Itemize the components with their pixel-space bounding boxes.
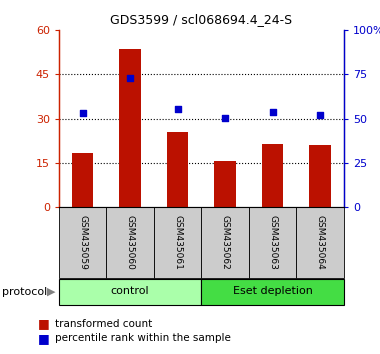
Text: transformed count: transformed count bbox=[55, 319, 152, 329]
Point bbox=[127, 75, 133, 81]
Bar bbox=[154, 207, 201, 278]
Bar bbox=[201, 207, 249, 278]
Text: Eset depletion: Eset depletion bbox=[233, 286, 313, 297]
Bar bbox=[59, 207, 106, 278]
Title: GDS3599 / scl068694.4_24-S: GDS3599 / scl068694.4_24-S bbox=[110, 13, 293, 26]
Bar bbox=[262, 144, 283, 207]
Text: control: control bbox=[111, 286, 149, 297]
Point bbox=[80, 110, 86, 116]
Bar bbox=[201, 279, 344, 305]
Text: percentile rank within the sample: percentile rank within the sample bbox=[55, 333, 231, 343]
Text: ■: ■ bbox=[38, 318, 50, 330]
Point bbox=[222, 115, 228, 120]
Bar bbox=[249, 207, 296, 278]
Bar bbox=[72, 153, 93, 207]
Text: protocol: protocol bbox=[2, 287, 47, 297]
Text: GSM435059: GSM435059 bbox=[78, 215, 87, 270]
Text: GSM435064: GSM435064 bbox=[316, 215, 325, 270]
Bar bbox=[119, 49, 141, 207]
Point bbox=[175, 106, 181, 112]
Point bbox=[270, 110, 276, 115]
Bar bbox=[296, 207, 344, 278]
Text: GSM435062: GSM435062 bbox=[221, 215, 230, 270]
Text: GSM435061: GSM435061 bbox=[173, 215, 182, 270]
Bar bbox=[59, 279, 201, 305]
Point bbox=[317, 112, 323, 118]
Text: GSM435063: GSM435063 bbox=[268, 215, 277, 270]
Bar bbox=[167, 132, 188, 207]
Text: ▶: ▶ bbox=[47, 287, 55, 297]
Bar bbox=[214, 161, 236, 207]
Bar bbox=[106, 207, 154, 278]
Text: GSM435060: GSM435060 bbox=[126, 215, 135, 270]
Text: ■: ■ bbox=[38, 332, 50, 344]
Bar bbox=[309, 145, 331, 207]
